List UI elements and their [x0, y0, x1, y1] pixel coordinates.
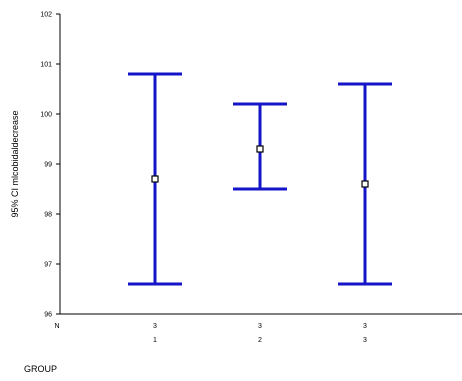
y-axis-title: 95% CI mlcobidaldecrease: [10, 110, 20, 217]
y-tick-label: 100: [40, 112, 52, 119]
x-tick-label: 1: [153, 337, 157, 344]
n-label: N: [54, 323, 59, 330]
n-value-label: 3: [363, 323, 367, 330]
y-tick-label: 99: [44, 162, 52, 169]
mean-marker: [361, 180, 369, 188]
mean-marker: [256, 145, 264, 153]
x-axis: N 3 1 3 2 3 3: [54, 313, 462, 344]
n-value-label: 3: [258, 323, 262, 330]
error-bars: [128, 72, 392, 286]
y-tick-label: 102: [40, 12, 52, 19]
x-axis-title: GROUP: [24, 364, 57, 374]
y-tick-label: 98: [44, 212, 52, 219]
y-axis: 96 97 98 99 100 101 102: [40, 12, 61, 319]
y-tick-label: 97: [44, 262, 52, 269]
mean-marker: [151, 175, 159, 183]
y-tick-label: 101: [40, 62, 52, 69]
y-tick-label: 96: [44, 312, 52, 319]
n-value-label: 3: [153, 323, 157, 330]
x-tick-label: 2: [258, 337, 262, 344]
x-tick-label: 3: [363, 337, 367, 344]
